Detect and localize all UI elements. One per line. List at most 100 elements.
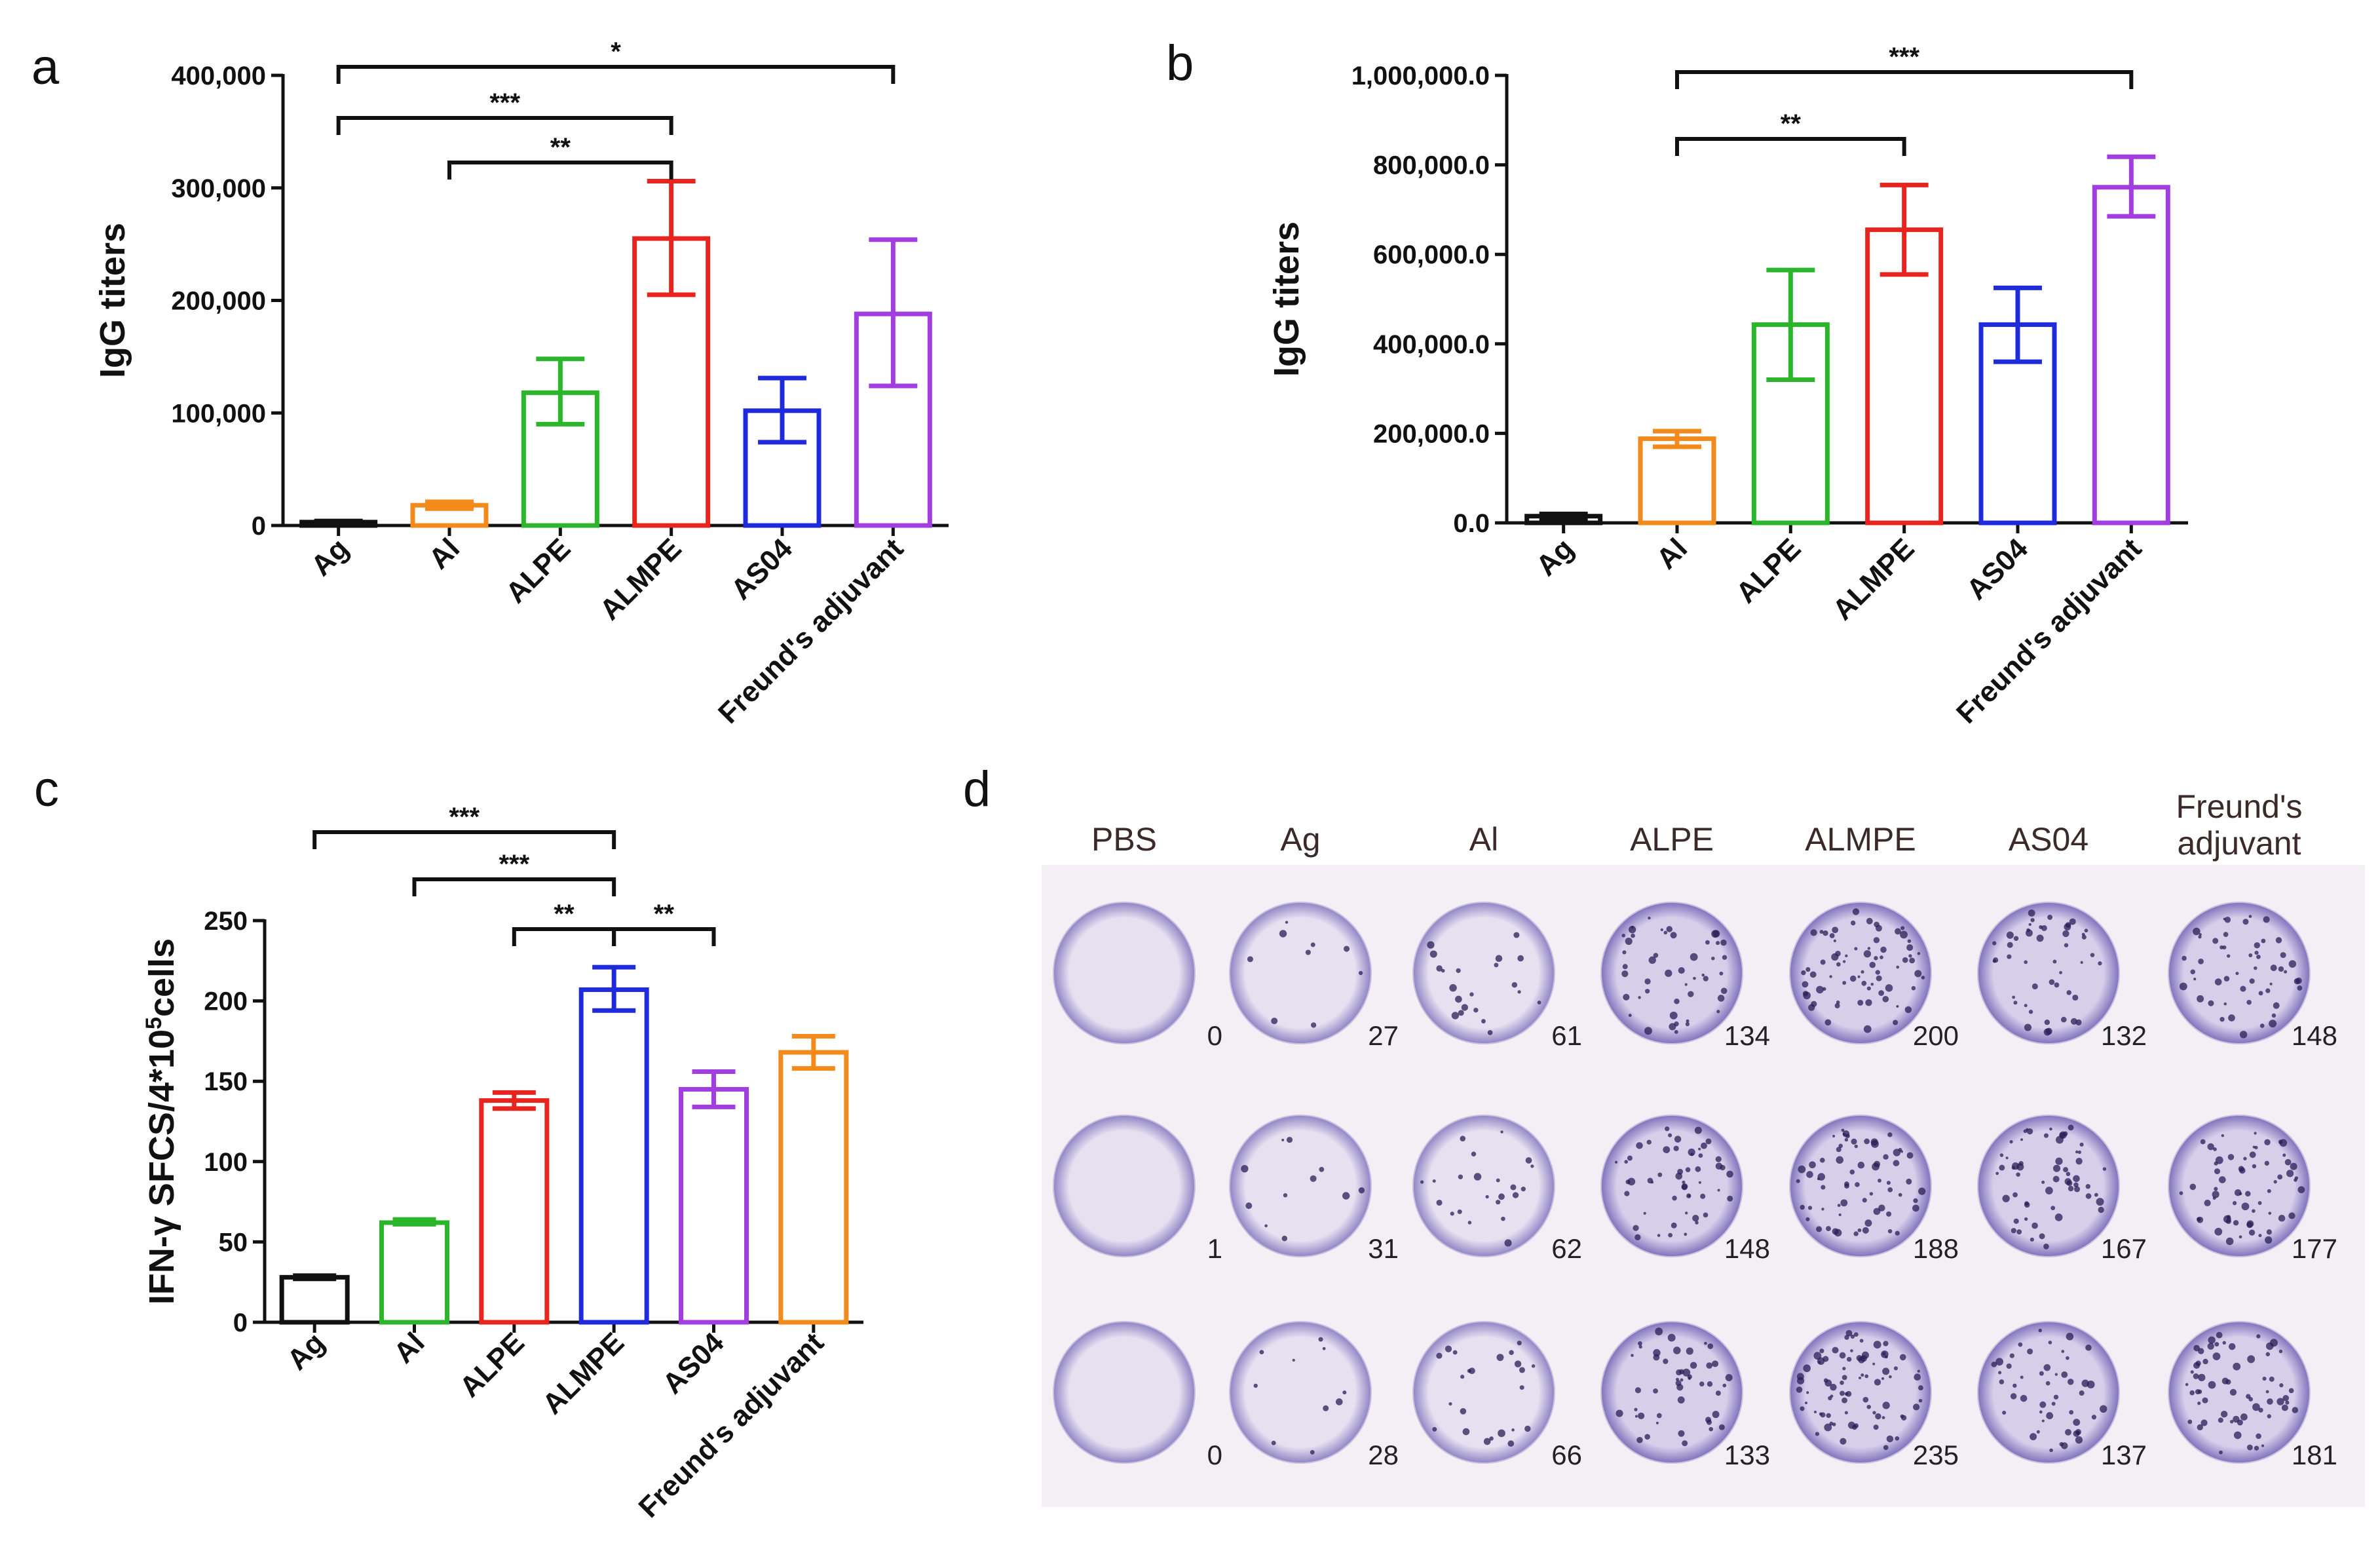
elispot-spot xyxy=(2013,1218,2019,1224)
elispot-spot xyxy=(2081,934,2087,940)
elispot-spot xyxy=(2006,1363,2012,1369)
elispot-spot xyxy=(1800,1204,1805,1210)
elispot-spot xyxy=(2256,955,2261,959)
elispot-spot xyxy=(2297,985,2303,991)
elispot-spot xyxy=(1436,965,1443,972)
elispot-spot xyxy=(1857,999,1864,1006)
elispot-spot xyxy=(1695,1221,1699,1225)
elispot-spot xyxy=(1685,1022,1690,1027)
elispot-spot xyxy=(2067,1379,2074,1385)
elispot-spot xyxy=(2277,1174,2283,1180)
significance-bracket xyxy=(612,927,716,946)
elispot-spot xyxy=(2189,1183,2197,1191)
elispot-spot xyxy=(2249,1151,2256,1158)
elispot-spot xyxy=(1841,1128,1845,1132)
elispot-spot xyxy=(2073,1182,2079,1188)
elispot-spot xyxy=(1524,1425,1531,1432)
elispot-spot xyxy=(2041,925,2047,931)
elispot-spot xyxy=(1460,1407,1467,1415)
elispot-spot xyxy=(2039,1401,2047,1408)
elispot-spot xyxy=(1653,953,1659,958)
elispot-spot xyxy=(1832,1134,1836,1137)
elispot-spot xyxy=(1627,1177,1636,1186)
elispot-spot xyxy=(1674,1021,1679,1027)
elispot-well xyxy=(1600,1115,1743,1257)
elispot-spot xyxy=(1872,1362,1876,1365)
elispot-spot xyxy=(2068,1124,2074,1131)
elispot-spot xyxy=(2011,1166,2016,1170)
elispot-spot xyxy=(1838,1213,1842,1217)
elispot-spot xyxy=(2012,995,2016,999)
significance-bracket xyxy=(512,927,616,946)
elispot-spot xyxy=(1318,1337,1323,1342)
elispot-spot xyxy=(2016,1163,2024,1171)
significance-bracket xyxy=(336,116,673,135)
well-circle xyxy=(1229,902,1372,1044)
elispot-spot xyxy=(2246,999,2252,1005)
elispot-spot xyxy=(1310,1175,1317,1182)
elispot-spot xyxy=(1896,1004,1899,1008)
elispot-spot xyxy=(1687,1374,1692,1379)
elispot-spot xyxy=(1913,1198,1918,1204)
elispot-spot xyxy=(2215,1156,2223,1164)
chart-b-igg-titers: 0.0 200,000.0 400,000.0 600,000.0 800,000.0 1… xyxy=(1267,43,2188,730)
elispot-spot xyxy=(1895,928,1901,935)
elispot-spot xyxy=(2197,1216,2204,1223)
elispot-spot xyxy=(1912,1204,1919,1212)
elispot-spot xyxy=(1496,1354,1504,1362)
elispot-spot xyxy=(1615,1409,1623,1417)
elispot-spot xyxy=(1665,1126,1670,1132)
well-spot-count: 61 xyxy=(1551,1020,1582,1051)
elispot-spot xyxy=(2252,1403,2260,1411)
elispot-spot xyxy=(1675,1377,1680,1381)
elispot-spot xyxy=(1829,933,1835,938)
elispot-spot xyxy=(1718,1424,1725,1430)
elispot-spot xyxy=(1840,1381,1844,1385)
elispot-spot xyxy=(1832,926,1839,934)
elispot-spot xyxy=(1706,1362,1713,1369)
elispot-spot xyxy=(1821,1185,1826,1190)
elispot-spot xyxy=(2020,1138,2024,1141)
x-category-label: Ag xyxy=(281,1326,331,1376)
elispot-spot xyxy=(1992,941,1997,945)
elispot-spot xyxy=(1495,955,1503,963)
elispot-spot xyxy=(2197,995,2204,1003)
elispot-spot xyxy=(2263,916,2270,923)
elispot-spot xyxy=(2052,1175,2060,1183)
elispot-spot xyxy=(1824,1423,1832,1432)
y-tick-label: 200 xyxy=(204,987,248,1016)
elispot-spot xyxy=(1806,1391,1809,1394)
elispot-spot xyxy=(1844,1411,1848,1415)
elispot-spot xyxy=(1712,1360,1719,1367)
elispot-spot xyxy=(1512,1192,1519,1198)
elispot-spot xyxy=(2258,1407,2263,1413)
elispot-spot xyxy=(2225,1379,2231,1385)
elispot-spot xyxy=(2258,991,2263,996)
elispot-spot xyxy=(2193,1362,2201,1369)
elispot-spot xyxy=(1671,1222,1677,1229)
elispot-spot xyxy=(1817,1177,1821,1181)
significance-label: ** xyxy=(654,900,675,928)
elispot-spot xyxy=(1842,981,1847,985)
elispot-spot xyxy=(1853,1423,1859,1428)
significance-bracket xyxy=(1675,70,2134,89)
elispot-spot xyxy=(1853,1231,1859,1236)
elispot-spot xyxy=(2099,1405,2107,1413)
elispot-spot xyxy=(1842,1375,1847,1381)
elispot-spot xyxy=(1624,1160,1629,1164)
elispot-spot xyxy=(1849,1169,1855,1175)
elispot-spot xyxy=(1873,1341,1881,1349)
elispot-spot xyxy=(2050,1206,2056,1211)
elispot-well xyxy=(2168,1115,2311,1257)
elispot-spot xyxy=(2254,966,2257,970)
elispot-spot xyxy=(2012,1192,2018,1198)
elispot-spot xyxy=(1809,971,1817,978)
elispot-spot xyxy=(2055,1157,2063,1165)
elispot-spot xyxy=(1834,1229,1842,1237)
elispot-spot xyxy=(1704,1341,1707,1345)
elispot-spot xyxy=(1844,1183,1849,1189)
x-category-label: Ag xyxy=(305,532,355,582)
elispot-spot xyxy=(2256,1334,2261,1339)
elispot-spot xyxy=(1839,1352,1846,1359)
elispot-spot xyxy=(1885,1355,1888,1359)
